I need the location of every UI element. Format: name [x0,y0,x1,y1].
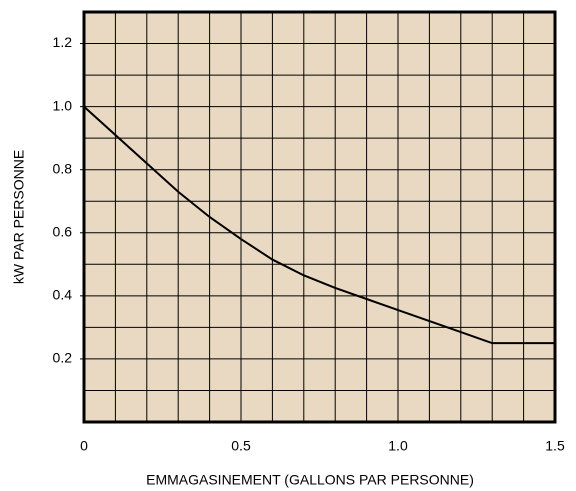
line-series [83,105,555,345]
plot-frame [82,10,557,424]
y-tick-label: 0.8 [53,160,73,176]
plot-background [84,12,555,422]
y-tick-label: 0.2 [53,350,73,366]
x-tick-label: 1.5 [545,438,565,454]
x-tick-label: 0.5 [231,438,251,454]
y-tick-label: 1.2 [53,34,73,50]
x-tick-label: 0 [80,438,88,454]
x-axis-label: EMMAGASINEMENT (GALLONS PAR PERSONNE) [146,472,474,488]
y-tick-label: 0.4 [53,287,73,303]
y-axis-label: kW PAR PERSONNE [11,150,27,284]
y-tick-label: 0.6 [53,223,73,239]
y-tick-label: 1.0 [53,97,73,113]
x-tick-label: 1.0 [388,438,408,454]
